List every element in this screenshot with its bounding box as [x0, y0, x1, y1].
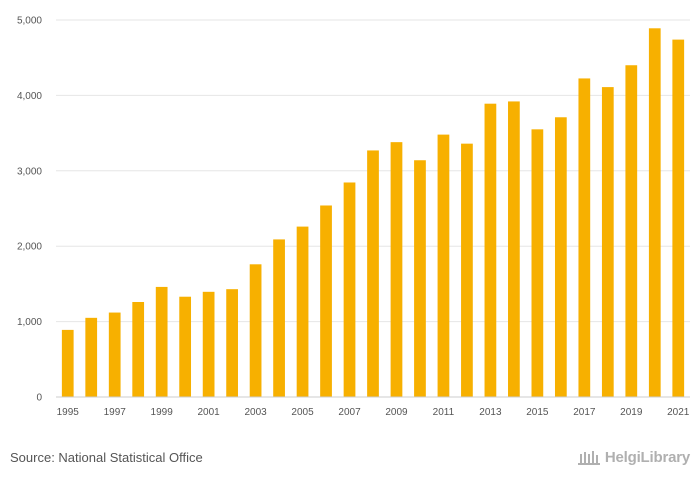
bar-2000[interactable] — [179, 296, 192, 397]
bar-2020[interactable] — [648, 28, 661, 397]
bar-1998[interactable] — [132, 301, 145, 397]
x-tick-label: 2013 — [479, 407, 502, 418]
bar-2007[interactable] — [343, 182, 356, 397]
bar-2002[interactable] — [226, 289, 238, 397]
x-tick-label: 2005 — [291, 407, 314, 418]
bar-1999[interactable] — [155, 286, 168, 397]
y-tick-label: 4,000 — [17, 91, 42, 102]
logo-text: HelgiLibrary — [604, 448, 690, 466]
x-tick-label: 1997 — [104, 407, 127, 418]
bar-2017[interactable] — [578, 78, 591, 397]
bar-2010[interactable] — [414, 160, 426, 397]
bar-1997[interactable] — [108, 312, 121, 397]
x-tick-label: 2011 — [433, 407, 455, 418]
y-tick-label: 0 — [36, 393, 42, 404]
source-note: Source: National Statistical Office — [10, 450, 203, 465]
x-tick-label: 2021 — [667, 407, 690, 418]
y-tick-label: 5,000 — [17, 16, 42, 27]
bar-1996[interactable] — [85, 317, 98, 397]
bar-2015[interactable] — [531, 129, 544, 397]
y-tick-label: 3,000 — [17, 166, 42, 177]
bar-2009[interactable] — [390, 142, 403, 397]
bar-2014[interactable] — [508, 101, 520, 397]
footer: Source: National Statistical Office Helg… — [0, 440, 700, 483]
bar-2018[interactable] — [601, 87, 614, 397]
helgilibrary-logo: HelgiLibrary — [577, 448, 690, 466]
x-tick-label: 1995 — [57, 407, 80, 418]
bar-2005[interactable] — [296, 226, 309, 397]
bar-series — [61, 28, 685, 398]
y-tick-label: 1,000 — [17, 317, 42, 328]
bar-2008[interactable] — [367, 150, 379, 397]
x-tick-label: 2007 — [338, 407, 361, 418]
bar-2003[interactable] — [249, 264, 262, 397]
library-columns-icon — [577, 451, 600, 465]
x-tick-label: 2003 — [244, 407, 267, 418]
y-tick-label: 2,000 — [17, 242, 42, 253]
bar-2011[interactable] — [437, 134, 450, 397]
x-tick-label: 1999 — [151, 407, 174, 418]
bar-2004[interactable] — [273, 239, 285, 397]
x-axis-ticks: 1995 1997 1999 2001 2003 2005 2007 2009 2011 2013… — [57, 407, 690, 418]
x-tick-label: 2015 — [526, 407, 549, 418]
bar-1995[interactable] — [61, 329, 74, 397]
bar-2016[interactable] — [554, 117, 567, 398]
bar-2006[interactable] — [320, 205, 332, 397]
x-tick-label: 2017 — [573, 407, 596, 418]
x-tick-label: 2009 — [385, 407, 408, 418]
x-tick-label: 2019 — [620, 407, 643, 418]
y-axis-ticks: 0 1,000 2,000 3,000 4,000 5,000 — [17, 16, 42, 404]
x-tick-label: 2001 — [198, 407, 221, 418]
bar-2013[interactable] — [484, 103, 497, 397]
bar-2001[interactable] — [202, 291, 215, 397]
bar-chart: 0 1,000 2,000 3,000 4,000 5,000 1995 1997 1999 2… — [17, 16, 690, 418]
bar-2012[interactable] — [461, 143, 473, 397]
bar-2019[interactable] — [625, 65, 638, 398]
bar-2021[interactable] — [672, 39, 685, 397]
